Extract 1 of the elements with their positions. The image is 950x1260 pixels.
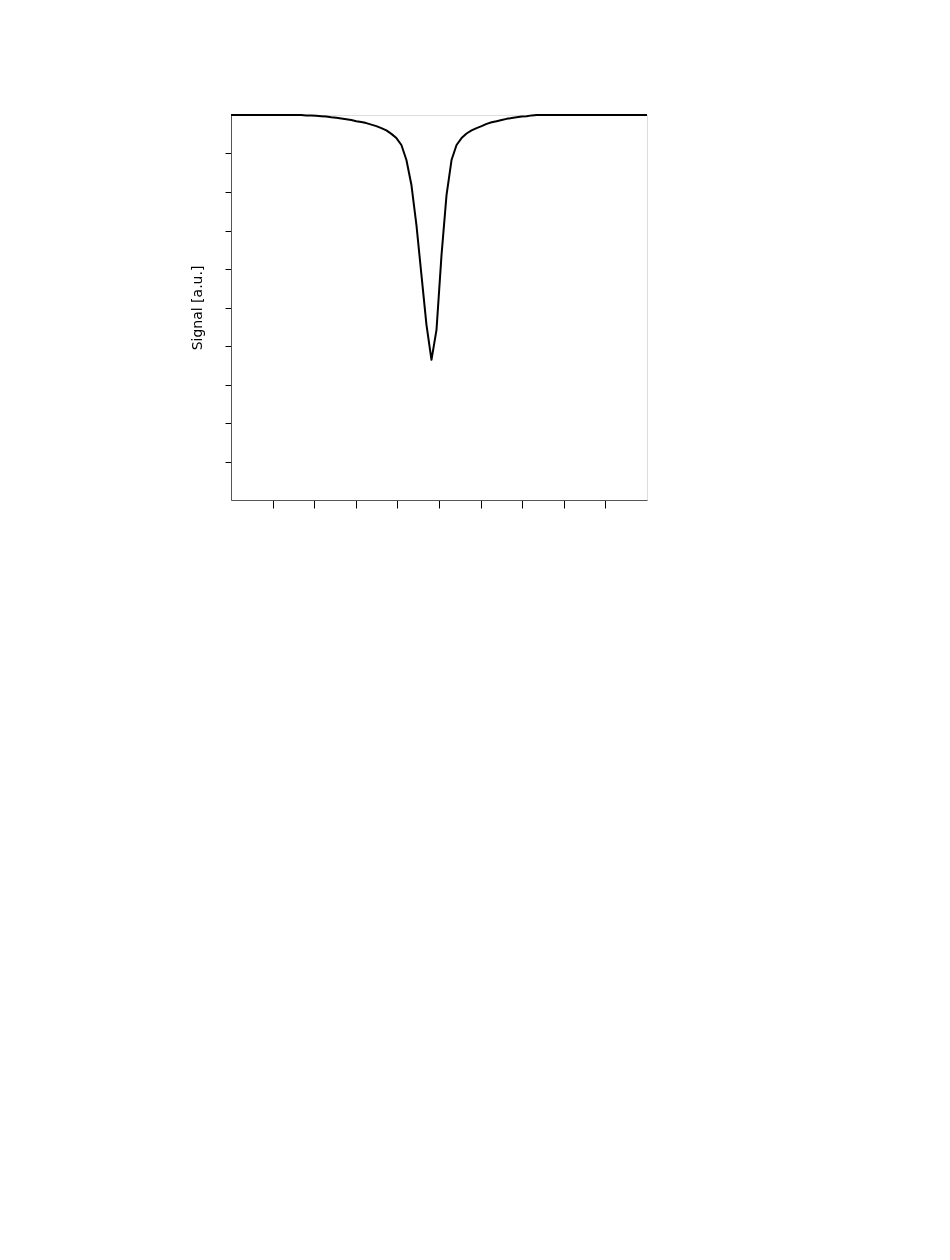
y-axis-title: Signal [a.u.] (189, 265, 205, 351)
